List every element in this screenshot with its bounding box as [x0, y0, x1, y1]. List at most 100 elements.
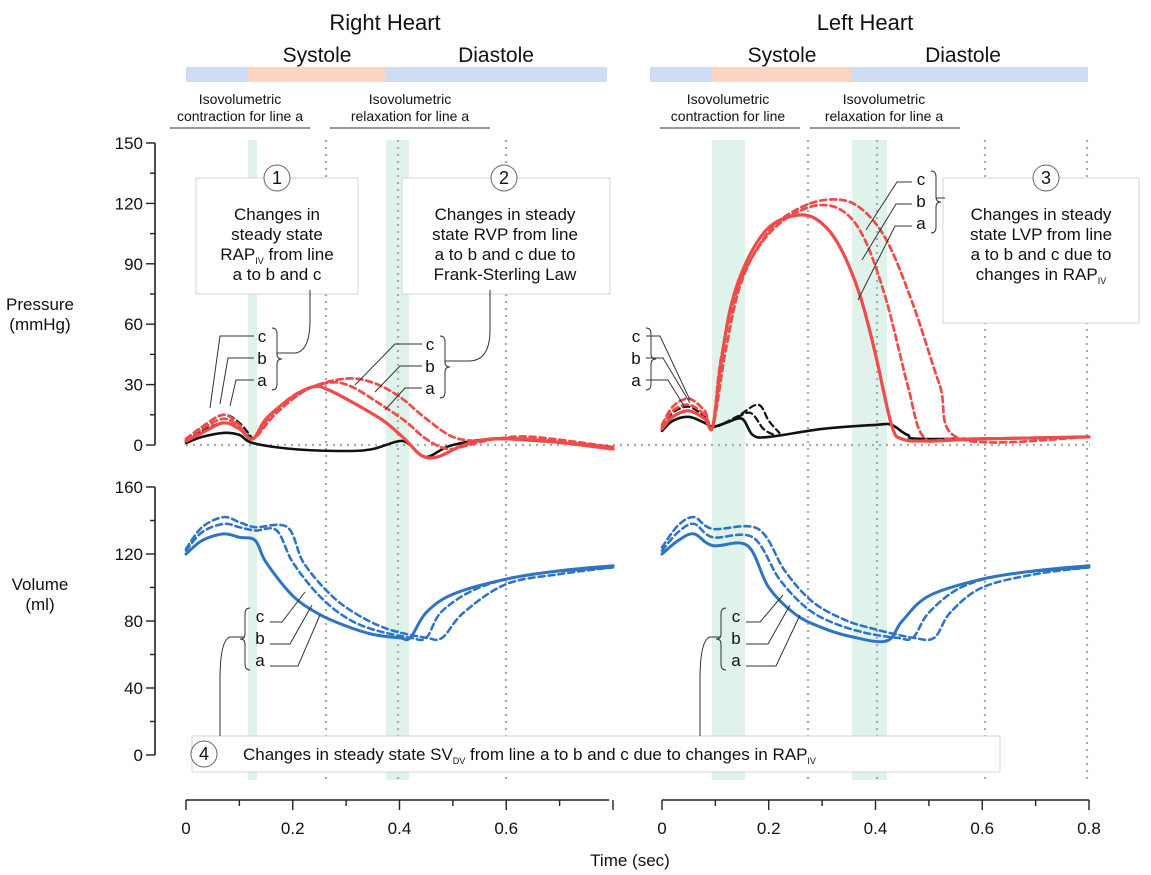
right-isovolumetric-contraction-band	[248, 140, 257, 780]
rap-letter-b: b	[257, 349, 266, 368]
lv-vol-letter-c: c	[732, 607, 741, 626]
annotation-3-line-1: Changes in steady	[971, 205, 1112, 224]
rvp-line-b	[184, 380, 615, 451]
rvp-leader-c	[354, 343, 422, 386]
x-tick-label: 0.8	[1077, 819, 1101, 838]
volume-tick-label: 160	[115, 478, 143, 497]
annotation-box-2: 2 Changes in steady state RVP from line …	[401, 164, 611, 295]
right-systole-bar	[248, 67, 386, 82]
rvp-line-a	[184, 384, 615, 460]
left-iso-relaxation-label-2: relaxation for line a	[825, 108, 944, 124]
lap-line-c	[660, 403, 781, 435]
right-isovolumetric-relaxation-band	[386, 140, 409, 780]
left-iso-contraction-label-2: contraction for line	[671, 108, 786, 124]
lap-leader-c	[646, 335, 691, 401]
annotation-3-line-3: a to b and c due to	[971, 245, 1112, 264]
annotation-2-line-2: state RVP from line	[432, 225, 578, 244]
rvp-brace-leader	[445, 290, 491, 362]
annotation-1-rap: RAP	[220, 245, 255, 264]
annotation-4-sub1: DV	[453, 756, 466, 766]
x-tick-label: 0.2	[281, 819, 305, 838]
rap-letter-a: a	[257, 371, 267, 390]
pressure-y-ticks: 0 30 60 90 120 150	[115, 134, 155, 455]
rvp-leader-a	[384, 387, 422, 411]
rap-brace	[271, 327, 283, 391]
pressure-tick-label: 30	[124, 376, 143, 395]
left-diastole-bar-early	[650, 67, 712, 82]
annotation-1-line-3: RAPIV from line	[220, 245, 333, 266]
annotation-4-text: Changes in steady state SVDV from line a…	[243, 745, 816, 766]
annotation-2-line-1: Changes in steady	[435, 205, 576, 224]
rvp-brace	[439, 335, 451, 399]
pressure-tick-label: 120	[115, 194, 143, 213]
rap-letter-c: c	[258, 327, 267, 346]
isovolumetric-bands	[248, 140, 887, 780]
rv-vol-letter-b: b	[255, 629, 264, 648]
lap-letter-b: b	[631, 349, 640, 368]
annotation-4-pre: Changes in steady state SV	[243, 745, 453, 764]
lv-volume-line-c	[660, 515, 1091, 642]
lvp-letter-c: c	[917, 170, 926, 189]
lv-vol-letter-b: b	[731, 629, 740, 648]
lvp-leader-b	[861, 203, 912, 261]
lv-vol-letter-a: a	[731, 651, 741, 670]
lap-letter-c: c	[632, 327, 641, 346]
annotation-1-line-1: Changes in	[234, 205, 320, 224]
rap-leader-c	[209, 335, 254, 409]
annotation-2-line-3: a to b and c due to	[435, 245, 576, 264]
lap-brace	[645, 327, 657, 391]
volume-tick-label: 80	[124, 612, 143, 631]
rv-vol-letter-a: a	[255, 651, 265, 670]
rap-leader-b	[219, 357, 254, 405]
annotation-box-1: 1 Changes in steady state RAPIV from lin…	[195, 164, 359, 295]
x-tick-label: 0.2	[757, 819, 781, 838]
annotation-3-rap: changes in RAP	[976, 265, 1098, 284]
annotation-box-3: 3 Changes in steady state LVP from line …	[942, 164, 1140, 324]
annotation-box-2-frame	[401, 177, 611, 295]
curves	[184, 198, 1091, 644]
x-tick-label: 0	[181, 819, 190, 838]
left-systole-bar	[712, 67, 852, 82]
rv-vol-brace	[239, 607, 251, 671]
left-iso-relaxation-label-1: Isovolumetric	[843, 91, 925, 107]
annotation-4-number: 4	[199, 744, 209, 764]
lvp-letter-a: a	[916, 214, 926, 233]
annotation-2-number: 2	[499, 168, 509, 188]
iso-labels: Isovolumetric contraction for line a Iso…	[170, 91, 960, 129]
rvp-letter-b: b	[425, 357, 434, 376]
x-tick-label: 0.4	[864, 819, 888, 838]
left-isovolumetric-contraction-band	[712, 140, 745, 780]
lv-vol-brace-leader	[699, 636, 721, 736]
left-heart-title: Left Heart	[817, 10, 914, 35]
right-iso-relaxation-label-2: relaxation for line a	[351, 108, 470, 124]
x-tick-label: 0.6	[494, 819, 518, 838]
volume-tick-label: 120	[115, 545, 143, 564]
annotation-4-mid: from line a to b and c due to changes in…	[465, 745, 807, 764]
rv-vol-leader-c	[270, 591, 306, 623]
annotation-1-line-2: steady state	[231, 225, 323, 244]
annotation-4-circle	[190, 740, 218, 768]
annotation-1-circle	[263, 164, 291, 192]
lvp-line-b	[660, 203, 1091, 443]
annotation-2-circle	[490, 164, 518, 192]
annotation-1-line-4: a to b and c	[233, 265, 322, 284]
lvp-leader-a	[857, 225, 912, 301]
volume-y-ticks: 0 40 80 120 160	[115, 478, 155, 765]
rv-vol-brace-leader	[219, 636, 245, 736]
lv-vol-leader-a	[746, 614, 801, 667]
rv-vol-leader-b	[270, 604, 313, 645]
volume-tick-label: 0	[134, 746, 143, 765]
lap-line-a	[660, 415, 1091, 441]
rvp-letter-a: a	[425, 379, 435, 398]
lv-volume-line-b	[660, 522, 1091, 642]
lap-leader-b	[646, 357, 691, 404]
x-tick-label: 0	[657, 819, 666, 838]
annotation-1-number: 1	[272, 168, 282, 188]
annotation-1-suffix: from line	[264, 245, 334, 264]
right-diastole-bar	[386, 67, 607, 82]
right-iso-contraction-label-2: contraction for line a	[177, 108, 303, 124]
pressure-axis-title-2: (mmHg)	[9, 315, 70, 334]
